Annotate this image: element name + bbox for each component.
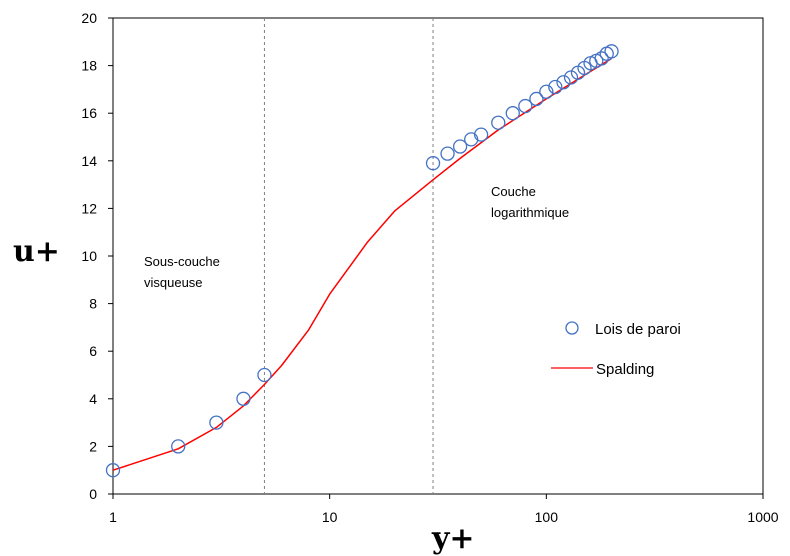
data-point — [505, 106, 520, 121]
y-tick-label: 4 — [89, 391, 97, 407]
y-tick-label: 6 — [89, 343, 97, 359]
x-tick-label: 1000 — [747, 509, 778, 525]
annotation-viscous-line-1: Sous-couche — [144, 254, 220, 269]
y-tick-label: 8 — [89, 296, 97, 312]
y-tick-label: 20 — [81, 10, 97, 26]
data-point — [539, 84, 554, 99]
x-axis-title: y+ — [431, 521, 475, 556]
y-tick-label: 2 — [89, 438, 97, 454]
data-point — [257, 367, 272, 383]
x-tick-label: 1 — [109, 509, 117, 525]
y-tick-label: 16 — [81, 105, 97, 121]
data-point — [548, 79, 563, 95]
y-tick-label: 14 — [81, 153, 97, 169]
annotation-log-line-2: logarithmique — [491, 205, 569, 220]
data-point — [452, 139, 468, 154]
data-point — [171, 439, 186, 454]
marker-series — [105, 44, 619, 478]
data-point — [529, 91, 544, 107]
y-tick-label: 12 — [81, 200, 97, 216]
data-point — [440, 146, 455, 161]
x-tick-label: 100 — [535, 509, 559, 525]
data-point — [491, 115, 506, 130]
annotation-viscous-line-2: visqueuse — [144, 275, 203, 290]
legend-marker-lois-de-paroi — [565, 321, 579, 335]
legend: Lois de paroi Spalding — [551, 321, 681, 378]
data-point — [236, 391, 251, 406]
spalding-line — [112, 57, 612, 471]
y-tick-label: 0 — [89, 486, 97, 502]
data-point — [464, 132, 479, 147]
data-point — [594, 51, 609, 66]
legend-label-spalding: Spalding — [596, 361, 654, 378]
y-tick-label: 18 — [81, 58, 97, 74]
data-point — [209, 415, 224, 430]
data-point — [556, 75, 571, 90]
y-axis-ticks: 0 2 4 6 8 10 12 14 16 18 20 — [81, 10, 113, 502]
x-tick-label: 10 — [322, 509, 338, 525]
y-tick-label: 10 — [81, 248, 97, 264]
x-axis-ticks: 1 10 100 1000 — [109, 494, 779, 525]
data-point — [604, 44, 619, 59]
line-series — [112, 57, 612, 471]
data-point — [518, 98, 533, 114]
data-point — [105, 463, 121, 478]
data-point — [563, 70, 579, 85]
y-axis-title: u+ — [13, 234, 60, 269]
data-point — [473, 127, 489, 142]
reference-lines — [263, 18, 434, 494]
legend-label-lois-de-paroi: Lois de paroi — [595, 321, 681, 338]
data-point — [425, 156, 441, 171]
annotation-log-line-1: Couche — [491, 184, 536, 199]
